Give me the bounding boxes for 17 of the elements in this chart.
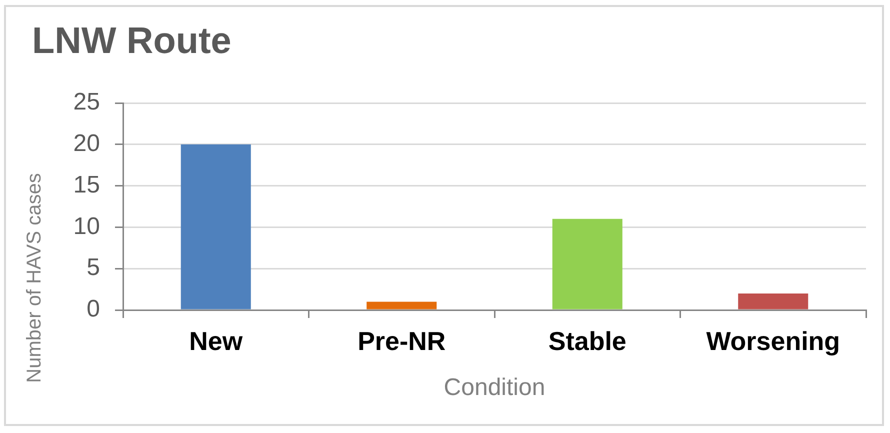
bar: [366, 302, 437, 310]
y-axis-title: Number of HAVS cases: [24, 173, 46, 383]
x-axis-title: Condition: [444, 374, 546, 402]
y-tick-label: 20: [73, 130, 100, 158]
bar: [738, 293, 808, 310]
chart-title: LNW Route: [32, 20, 232, 61]
bar: [180, 144, 251, 310]
y-tick-label: 15: [73, 171, 100, 198]
x-tick-label: New: [189, 326, 244, 356]
y-tick-label: 0: [86, 296, 100, 323]
y-tick-label: 25: [73, 88, 100, 116]
x-tick-label: Stable: [548, 326, 626, 356]
x-tick-label: Pre-NR: [358, 326, 446, 356]
y-tick-label: 10: [73, 212, 100, 240]
x-tick-label: Worsening: [706, 326, 840, 356]
y-tick-label: 5: [86, 254, 100, 282]
bar: [552, 218, 622, 310]
